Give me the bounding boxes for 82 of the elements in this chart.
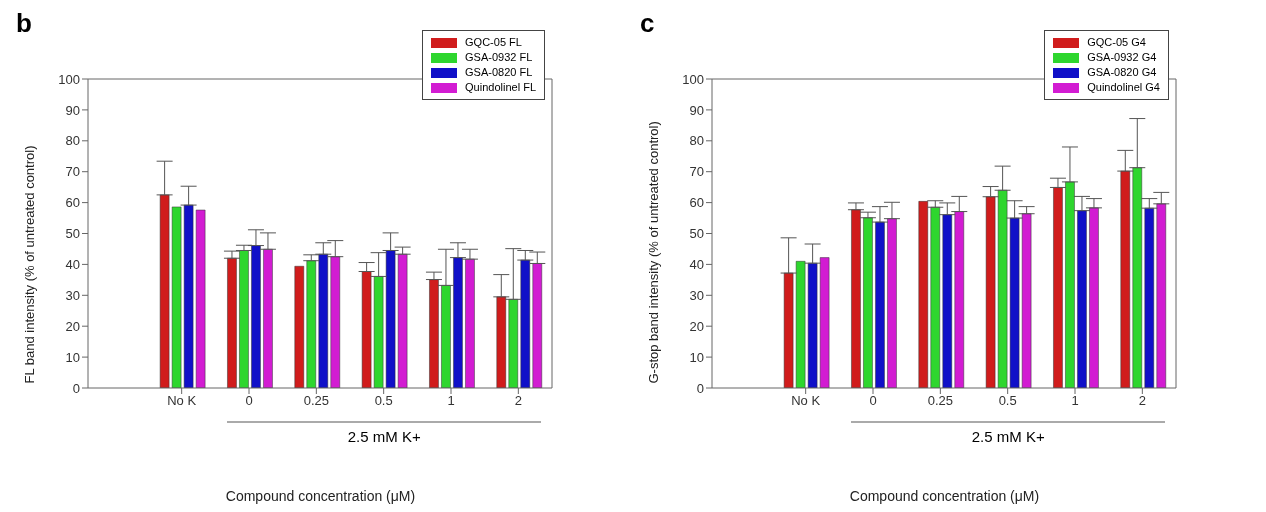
text: 2.5 mM K+ [970,428,1046,445]
y-tick-label: 50 [689,226,704,242]
bar [1156,203,1167,388]
bar [429,279,439,388]
x-tick-label: 0.25 [303,393,329,409]
x-tick-label: No K [167,393,197,409]
x-tick-label: 0 [869,393,877,409]
bar [887,218,897,388]
y-tick-label: 30 [65,287,80,303]
x-axis-title: Compound concentration (μM) [848,488,1041,504]
x-tick-label: 0.5 [998,393,1017,409]
y-tick-label: 10 [689,349,704,365]
y-tick-label: 30 [689,287,704,303]
y-tick-label: 50 [65,226,80,242]
chart-title: b [16,8,32,39]
bar [875,221,885,388]
bar [930,206,941,388]
x-tick-label: 1 [447,393,455,409]
y-tick-label: 40 [65,257,80,273]
bar [496,296,507,388]
y-tick-label: 90 [689,102,704,118]
y-tick-label: 90 [65,102,80,118]
y-tick-label: 20 [689,318,704,334]
y-tick-label: 80 [65,133,80,149]
y-tick-label: 40 [689,257,704,273]
bar [508,299,519,388]
legend-label: GQC-05 G4 [1087,35,1146,50]
bar [1089,207,1099,388]
y-tick-label: 20 [65,318,80,334]
x-tick-label: 0.25 [927,393,953,409]
y-tick-label: 80 [689,133,704,149]
bar [532,263,543,388]
y-tick-label: 100 [58,71,80,87]
bar [263,249,273,388]
y-tick-label: 0 [696,380,704,396]
legend-label: GQC-05 FL [465,35,522,50]
chart-title: c [640,8,655,39]
bar [520,259,531,388]
bar [942,214,953,388]
bar [306,260,317,388]
bar [294,266,305,388]
legend-label: Quindolinel G4 [1087,80,1160,95]
y-tick-label: 70 [65,164,80,180]
bar [251,245,261,388]
y-tick-label: 60 [65,195,80,211]
bar [227,257,237,388]
bar [1077,210,1087,388]
legend-label: GSA-0820 G4 [1087,65,1157,80]
x-tick-label: 0.5 [374,393,393,409]
legend-label: Quindolinel FL [465,80,536,95]
legend-label: GSA-0932 G4 [1087,50,1157,65]
bar [918,201,929,388]
x-tick-label: 1 [1071,393,1079,409]
y-tick-label: 0 [72,380,80,396]
bar [863,217,873,388]
y-axis-title: FL band intensity (% of untreated control) [21,145,37,384]
bar [851,209,861,388]
text: 2.5 mM K+ [346,428,422,445]
x-tick-label: 2 [514,393,522,409]
x-axis-title: Compound concentration (μM) [224,488,417,504]
bar [318,253,329,388]
bar [1053,187,1063,388]
y-tick-label: 100 [682,71,704,87]
bar [453,257,463,388]
bar [330,256,341,388]
x-tick-label: No K [791,393,821,409]
x-tick-label: 2 [1138,393,1146,409]
bar [465,258,475,388]
bar [441,285,451,388]
bar [954,211,965,388]
bar [239,250,249,388]
legend-label: GSA-0932 FL [465,50,533,65]
bar [1132,167,1143,388]
x-tick-label: 0 [245,393,253,409]
legend-label: GSA-0820 FL [465,65,533,80]
bar [1144,207,1155,388]
y-tick-label: 60 [689,195,704,211]
y-tick-label: 70 [689,164,704,180]
y-tick-label: 10 [65,349,80,365]
bar [1065,181,1075,388]
bar [1120,170,1131,388]
y-axis-title: G-stop band intensity (% of untreated control) [645,121,661,384]
